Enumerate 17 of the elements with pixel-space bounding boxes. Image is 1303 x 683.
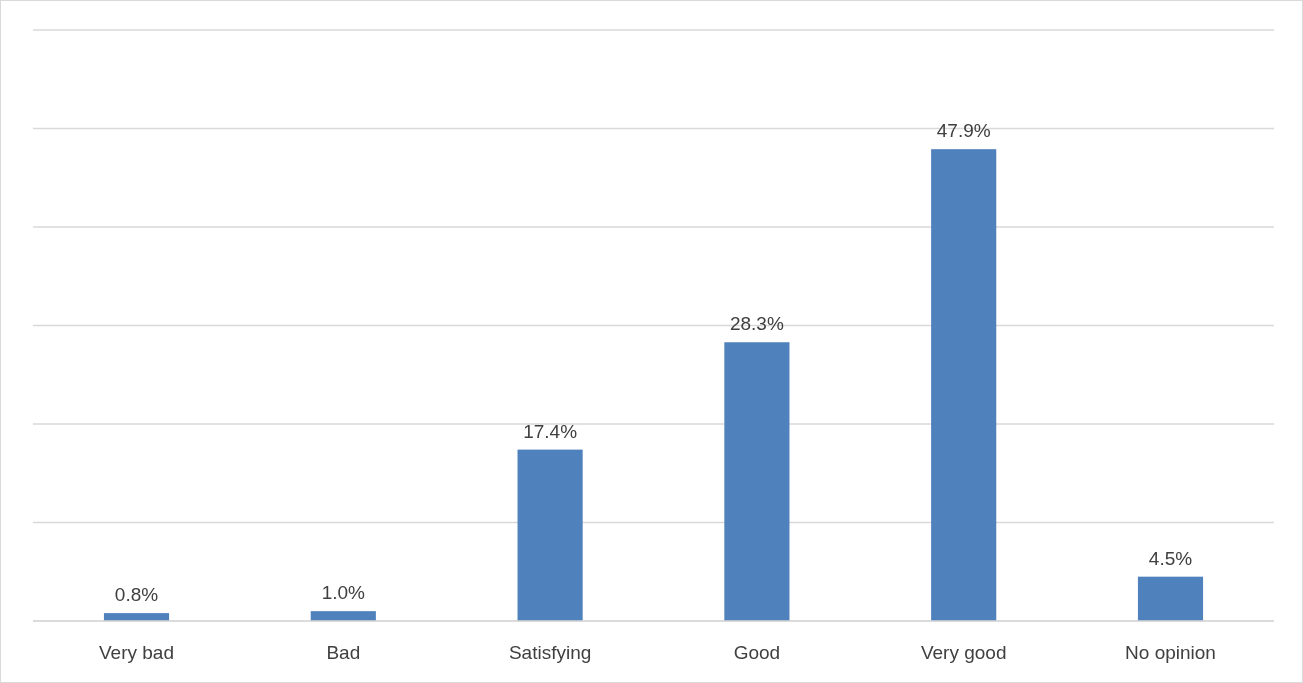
x-tick-label: No opinion [1125,642,1216,663]
bar [724,342,790,621]
bar [931,149,997,621]
x-tick-label: Good [733,642,781,663]
bar [1137,576,1204,621]
x-tick-label: Bad [326,642,361,663]
bar [310,611,376,621]
data-label: 17.4% [523,420,578,442]
x-tick-label: Very good [920,642,1007,663]
x-tick-label: Very bad [99,642,174,663]
bar [517,449,583,621]
data-label: 47.9% [936,120,991,142]
data-label: 4.5% [1148,547,1193,569]
data-label: 28.3% [729,313,784,335]
data-label: 1.0% [321,582,366,604]
x-tick-label: Satisfying [508,642,592,663]
data-label: 0.8% [114,584,159,606]
